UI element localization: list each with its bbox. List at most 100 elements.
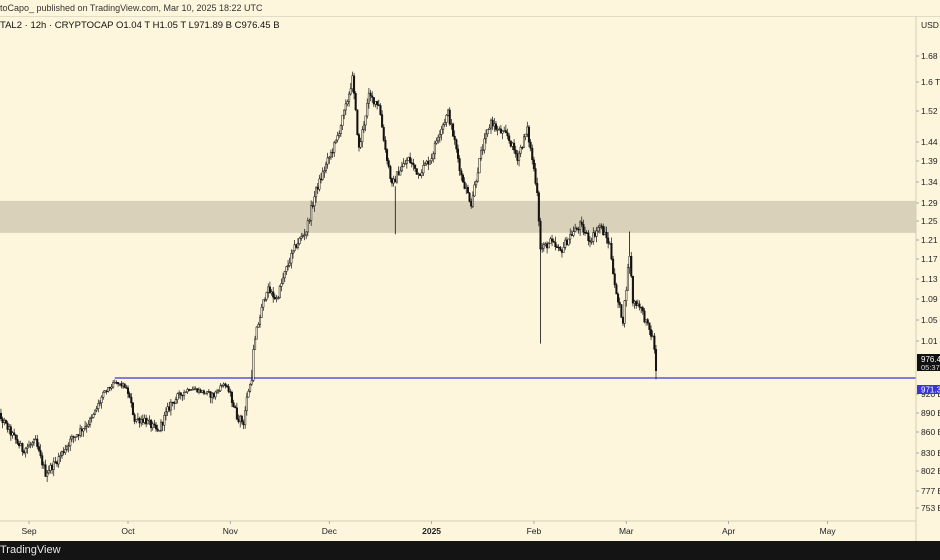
candle <box>498 126 501 131</box>
candle <box>146 417 149 425</box>
candle <box>24 447 27 458</box>
candle-body <box>541 247 544 250</box>
candle <box>343 109 346 120</box>
plot-area[interactable] <box>0 71 916 482</box>
candle-body <box>374 101 377 105</box>
candle-body <box>506 132 509 137</box>
candle-body <box>110 386 113 389</box>
candle-body <box>252 349 255 381</box>
candle <box>564 237 567 250</box>
candle <box>196 388 199 393</box>
candle <box>417 172 420 179</box>
candle-body <box>405 160 408 164</box>
candle <box>377 99 380 107</box>
price-axis[interactable]: USD 1.68 T 1.6 T 1.52 T 1.44 T 1.39 T 1.34 T 1.… <box>915 16 940 541</box>
candle-body <box>257 324 260 328</box>
time-axis[interactable]: Sep Oct Nov Dec 2025 Feb Mar Apr May <box>0 520 916 536</box>
candle <box>400 161 403 172</box>
resistance-zone <box>0 200 916 233</box>
candle <box>607 232 610 249</box>
candle <box>21 442 24 456</box>
candle <box>465 183 468 195</box>
candle-body <box>85 425 88 428</box>
candle <box>130 393 133 408</box>
candle-body <box>29 444 32 446</box>
candle-body <box>278 285 281 299</box>
candle-body <box>542 244 545 249</box>
candle <box>136 412 139 421</box>
candle <box>44 459 47 478</box>
candle <box>65 444 68 452</box>
candle-body <box>122 383 125 387</box>
candle-body <box>27 444 31 448</box>
candle <box>481 144 484 155</box>
candle-body <box>237 418 240 422</box>
candle <box>285 265 288 275</box>
candle <box>265 291 268 302</box>
candle <box>273 293 276 300</box>
candle-body <box>275 297 278 300</box>
candle-body <box>456 148 460 159</box>
candle <box>369 89 372 102</box>
candle-body <box>108 387 111 389</box>
candle <box>423 162 427 166</box>
candle <box>72 435 75 444</box>
candle <box>376 100 379 110</box>
candle-body <box>291 250 295 254</box>
candle <box>397 166 400 176</box>
candle-body <box>480 150 483 159</box>
candle-body <box>349 88 352 95</box>
candle-body <box>174 399 177 404</box>
candle <box>437 134 440 144</box>
candle-body <box>633 301 636 304</box>
candle-body <box>93 409 97 415</box>
candle-body <box>148 419 151 422</box>
candle-body <box>247 391 250 398</box>
x-tick-label: May <box>820 526 837 536</box>
candle <box>514 145 517 158</box>
candle-body <box>181 394 184 397</box>
candle-body <box>95 408 98 411</box>
candle <box>80 425 83 438</box>
candle <box>597 225 600 233</box>
candle <box>460 168 463 181</box>
candle <box>430 153 433 164</box>
candle <box>620 304 623 318</box>
candle <box>178 390 181 399</box>
candle <box>524 133 527 141</box>
candlestick-chart[interactable]: USD 1.68 T 1.6 T 1.52 T 1.44 T 1.39 T 1.34 T 1.… <box>0 16 940 541</box>
candle-body <box>597 227 600 232</box>
candle <box>605 226 608 244</box>
candle <box>11 430 14 439</box>
candle-body <box>123 383 126 388</box>
candle <box>390 177 394 187</box>
candle <box>186 387 189 394</box>
candle-body <box>648 322 651 330</box>
y-tick-label: 1.29 T <box>921 198 940 208</box>
candle <box>384 136 387 153</box>
candle <box>207 389 210 393</box>
candle-body <box>90 417 93 419</box>
candle-body <box>526 126 529 135</box>
candle-body <box>288 262 291 266</box>
candle-body <box>432 153 435 160</box>
candle-body <box>489 119 493 129</box>
candle-body <box>321 171 324 180</box>
candle <box>268 281 271 294</box>
candle <box>260 303 263 318</box>
candle-body <box>227 386 230 392</box>
candle <box>89 416 92 428</box>
candle-body <box>422 165 425 174</box>
candle <box>613 268 616 289</box>
candle <box>222 382 225 388</box>
candle-body <box>475 181 478 186</box>
candle-body <box>353 75 356 94</box>
candle-body <box>386 149 389 161</box>
candle-body <box>34 438 37 441</box>
symbol-legend: TAL2 · 12h · CRYPTOCAP O1.04 T H1.05 T L… <box>0 20 280 31</box>
candle-body <box>394 178 397 183</box>
candle <box>74 436 77 442</box>
candle-body <box>339 125 342 134</box>
candle <box>404 159 407 165</box>
candle <box>9 424 12 441</box>
